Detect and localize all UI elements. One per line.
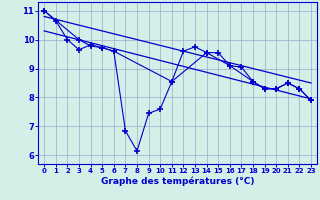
- X-axis label: Graphe des températures (°C): Graphe des températures (°C): [101, 177, 254, 186]
